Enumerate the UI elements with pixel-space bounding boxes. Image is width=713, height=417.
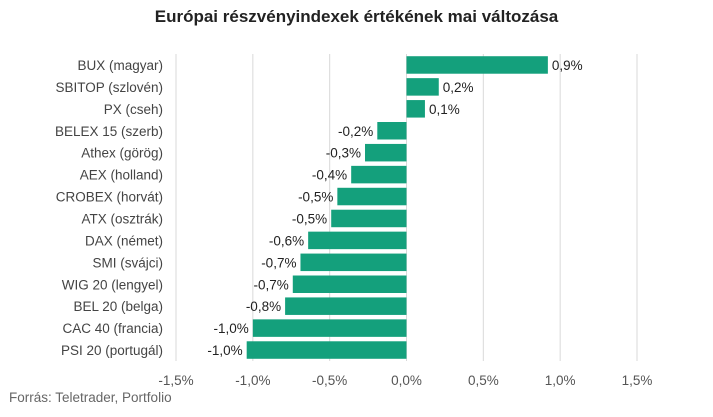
- category-label: DAX (német): [85, 233, 163, 248]
- data-label: -0,4%: [312, 168, 347, 183]
- bar: [377, 122, 407, 140]
- x-tick-label: 1,5%: [622, 373, 653, 388]
- category-label: AEX (holland): [80, 168, 163, 183]
- chart-title: Európai részvényindexek értékének mai vá…: [154, 7, 559, 26]
- data-label: -0,3%: [326, 146, 361, 161]
- x-tick-label: 0,0%: [391, 373, 422, 388]
- data-label: -1,0%: [207, 343, 242, 358]
- x-tick-label: 0,5%: [468, 373, 499, 388]
- bar: [406, 78, 439, 96]
- category-label: SBITOP (szlovén): [55, 80, 163, 95]
- data-label: 0,2%: [443, 80, 474, 95]
- category-label: CROBEX (horvát): [56, 190, 163, 205]
- category-label: PSI 20 (portugál): [61, 343, 163, 358]
- data-label: -1,0%: [214, 321, 249, 336]
- category-label: BUX (magyar): [77, 58, 163, 73]
- category-label: BEL 20 (belga): [73, 299, 163, 314]
- bar: [406, 100, 425, 118]
- bar: [300, 253, 407, 272]
- category-label: PX (cseh): [104, 102, 163, 117]
- data-label: -0,7%: [254, 277, 289, 292]
- chart-source: Forrás: Teletrader, Portfolio: [9, 390, 172, 405]
- category-label: WIG 20 (lengyel): [62, 277, 163, 292]
- bar: [331, 209, 407, 228]
- bars: [246, 56, 548, 359]
- category-label: Athex (görög): [81, 146, 163, 161]
- data-label: -0,5%: [298, 190, 333, 205]
- bar: [246, 341, 407, 359]
- category-label: ATX (osztrák): [81, 211, 163, 226]
- bar: [252, 319, 407, 337]
- labels: -1,5% -1,0% -0,5% 0,0% 0,5% 1,0% 1,5% BUX (magy…: [55, 58, 652, 388]
- bar: [292, 275, 407, 293]
- x-tick-label: -1,5%: [158, 373, 193, 388]
- bar: [337, 187, 407, 206]
- bar: [406, 56, 548, 74]
- bar: [351, 165, 407, 184]
- data-label: -0,6%: [269, 233, 304, 248]
- x-tick-label: 1,0%: [545, 373, 576, 388]
- data-label: -0,5%: [292, 211, 327, 226]
- x-tick-label: -0,5%: [312, 373, 347, 388]
- data-label: -0,2%: [338, 124, 373, 139]
- bar: [365, 143, 407, 162]
- x-tick-label: -1,0%: [235, 373, 270, 388]
- bar: [285, 297, 407, 315]
- category-label: CAC 40 (francia): [62, 321, 163, 336]
- data-label: 0,1%: [429, 102, 460, 117]
- category-label: SMI (svájci): [93, 255, 164, 270]
- category-label: BELEX 15 (szerb): [55, 124, 163, 139]
- bar: [308, 231, 407, 250]
- data-label: -0,7%: [261, 255, 296, 270]
- data-label: 0,9%: [552, 58, 583, 73]
- grid-lines: [175, 54, 638, 361]
- data-label: -0,8%: [246, 299, 281, 314]
